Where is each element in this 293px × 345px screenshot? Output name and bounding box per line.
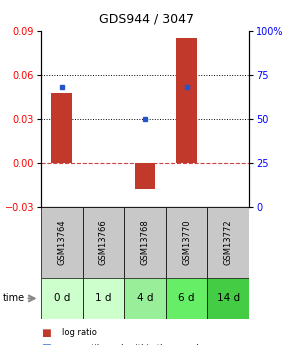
Text: percentile rank within the sample: percentile rank within the sample	[62, 344, 204, 345]
Text: GSM13772: GSM13772	[224, 219, 233, 265]
Bar	[83, 207, 124, 278]
Bar	[41, 278, 83, 319]
Text: 6 d: 6 d	[178, 294, 195, 303]
Text: GDS944 / 3047: GDS944 / 3047	[99, 12, 194, 25]
Text: GSM13768: GSM13768	[141, 219, 149, 265]
Text: 14 d: 14 d	[217, 294, 240, 303]
Text: time: time	[3, 294, 25, 303]
Text: 1 d: 1 d	[95, 294, 112, 303]
Bar	[176, 38, 197, 163]
Text: 4 d: 4 d	[137, 294, 153, 303]
Bar	[207, 278, 249, 319]
Text: log ratio: log ratio	[62, 328, 96, 337]
Bar	[83, 278, 124, 319]
Bar	[135, 163, 155, 189]
Text: ■: ■	[41, 344, 51, 345]
Bar	[52, 92, 72, 163]
Text: GSM13764: GSM13764	[57, 219, 66, 265]
Bar	[166, 207, 207, 278]
Text: ■: ■	[41, 328, 51, 338]
Bar	[166, 278, 207, 319]
Text: GSM13766: GSM13766	[99, 219, 108, 265]
Bar	[41, 207, 83, 278]
Text: 0 d: 0 d	[54, 294, 70, 303]
Bar	[124, 278, 166, 319]
Bar	[124, 207, 166, 278]
Text: GSM13770: GSM13770	[182, 219, 191, 265]
Bar	[207, 207, 249, 278]
